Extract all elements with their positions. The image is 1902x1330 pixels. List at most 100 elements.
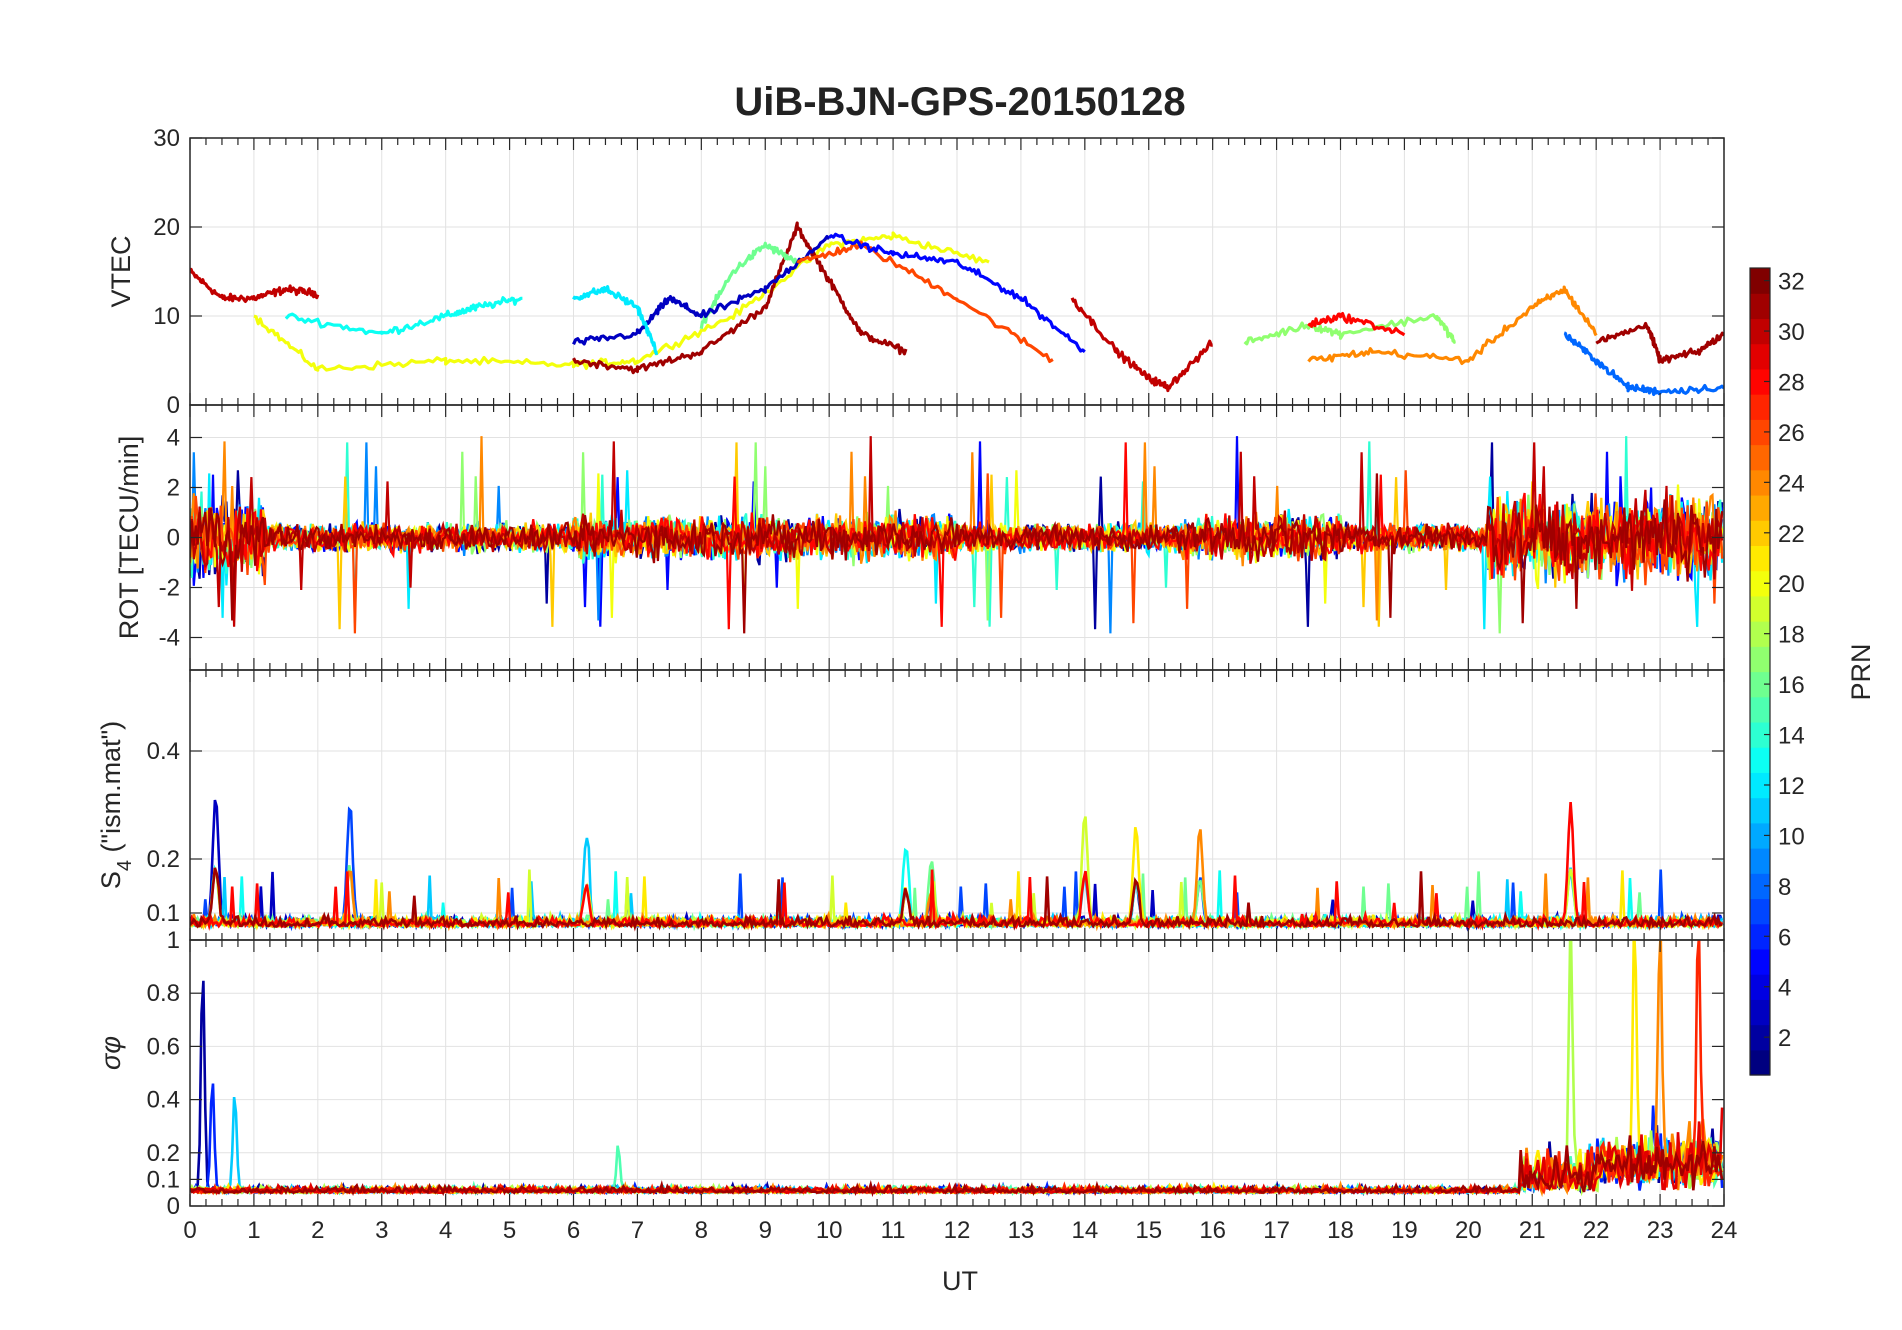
s4-series-line [190,806,1723,932]
colorbar-segment [1750,343,1770,370]
colorbar-tick-label: 4 [1778,975,1791,1002]
x-tick-label: 6 [567,1217,580,1244]
colorbar-tick-label: 12 [1778,773,1805,800]
colorbar-tick-label: 20 [1778,571,1805,598]
colorbar-segment [1750,419,1770,446]
colorbar-segment [1750,621,1770,647]
x-tick-label: 12 [944,1217,971,1244]
colorbar-segment [1750,494,1770,521]
x-tick-label: 11 [881,1217,906,1244]
colorbar-segment [1750,394,1770,420]
x-tick-label: 13 [1008,1217,1035,1244]
colorbar-tick-label: 8 [1778,874,1791,901]
colorbar-segment [1750,822,1770,849]
y-tick-label: 0.1 [147,1166,180,1193]
vtec-series-line [1563,331,1724,397]
x-tick-label: 17 [1263,1217,1290,1244]
colorbar-tick-label: 24 [1778,470,1805,497]
rot-panel: -4 -2 0 2 4 ROT [TECU/min] [114,404,1725,671]
vtec-series-line [572,285,659,356]
x-tick-label: 1 [247,1217,260,1244]
s4-series-line [190,847,1723,932]
colorbar-label: PRN [1846,643,1876,700]
y-tick-label: 0.6 [147,1033,180,1060]
x-tick-label: 24 [1711,1217,1738,1244]
data-series [190,940,1724,1198]
data-series [190,221,1724,397]
colorbar-segment [1750,646,1770,673]
colorbar-tick-label: 28 [1778,369,1805,396]
rot-series-line [190,473,1724,634]
colorbar-segment [1750,570,1770,597]
colorbar-segment [1750,545,1770,572]
sigma-phi-series-line [190,940,1724,1198]
vtec-series-line [1595,321,1724,364]
y-tick-label: 0.4 [147,738,180,765]
vtec-series-line [284,296,523,336]
y-tick-label: 0.8 [147,980,180,1007]
y-tick-label: 10 [153,303,180,330]
y-tick-label: 0.2 [147,1140,180,1167]
colorbar-tick-label: 30 [1778,319,1805,346]
colorbar-segment [1750,1049,1770,1076]
data-series [190,799,1724,932]
colorbar-segment [1750,721,1770,748]
colorbar-tick-label: 10 [1778,823,1805,850]
vtec-series-line [253,231,990,372]
vtec-series-line [796,240,1054,363]
vtec-series-line [699,241,799,330]
colorbar-segment [1750,999,1770,1026]
x-tick-label: 23 [1647,1217,1674,1244]
vtec-panel: 0 10 20 30 VTEC [106,125,1725,419]
y-tick-label: 0 [167,1193,180,1220]
colorbar-tick-label: 14 [1778,723,1805,750]
data-series [190,436,1724,634]
y-tick-label: 4 [167,425,180,452]
y-axis-label: S4 ("ism.mat") [96,721,136,889]
colorbar-segment [1750,923,1770,950]
y-axis-label: ROT [TECU/min] [114,436,144,640]
x-tick-label: 8 [695,1217,708,1244]
colorbar-tick-label: 6 [1778,924,1791,951]
colorbar-segment [1750,268,1770,294]
vtec-series-line [572,235,831,346]
s4-series-line [190,802,1723,932]
colorbar-segment [1750,797,1770,824]
x-tick-label: 20 [1455,1217,1482,1244]
sigma-phi-series-line [190,1107,1724,1196]
y-tick-label: 0.2 [147,846,180,873]
x-tick-label: 9 [759,1217,772,1244]
s4-series-line [190,816,1724,931]
s4-series-line [190,867,1723,932]
colorbar-segment [1750,368,1770,395]
sigma-phi-series-line [190,1096,1723,1196]
colorbar-segment [1750,747,1770,773]
x-tick-label: 22 [1583,1217,1610,1244]
s4-series-line [190,829,1724,932]
sigma-phi-series-line [190,980,1724,1197]
x-tick-label: 19 [1391,1217,1418,1244]
colorbar-segment [1750,671,1770,698]
colorbar-tick-label: 32 [1778,269,1805,296]
y-tick-label: 0.1 [147,900,180,927]
y-axis-label: σφ [96,1036,126,1070]
y-tick-label: 20 [153,214,180,241]
y-tick-label: 30 [153,125,180,152]
x-tick-label: 15 [1135,1217,1162,1244]
sigma-phi-series-line [190,1135,1724,1198]
y-tick-label: -4 [159,625,180,652]
y-axis-label: VTEC [106,235,136,307]
x-tick-label: 18 [1327,1217,1354,1244]
sigma-phi-series-line [190,1122,1724,1197]
colorbar-segment [1750,696,1770,723]
x-tick-label: 7 [631,1217,644,1244]
vtec-series-line [1070,297,1213,393]
colorbar-segment [1750,469,1770,496]
y-tick-label: 0 [167,392,180,419]
colorbar-segment [1750,520,1770,547]
x-tick-label: 0 [183,1217,196,1244]
colorbar-segment [1750,948,1770,975]
